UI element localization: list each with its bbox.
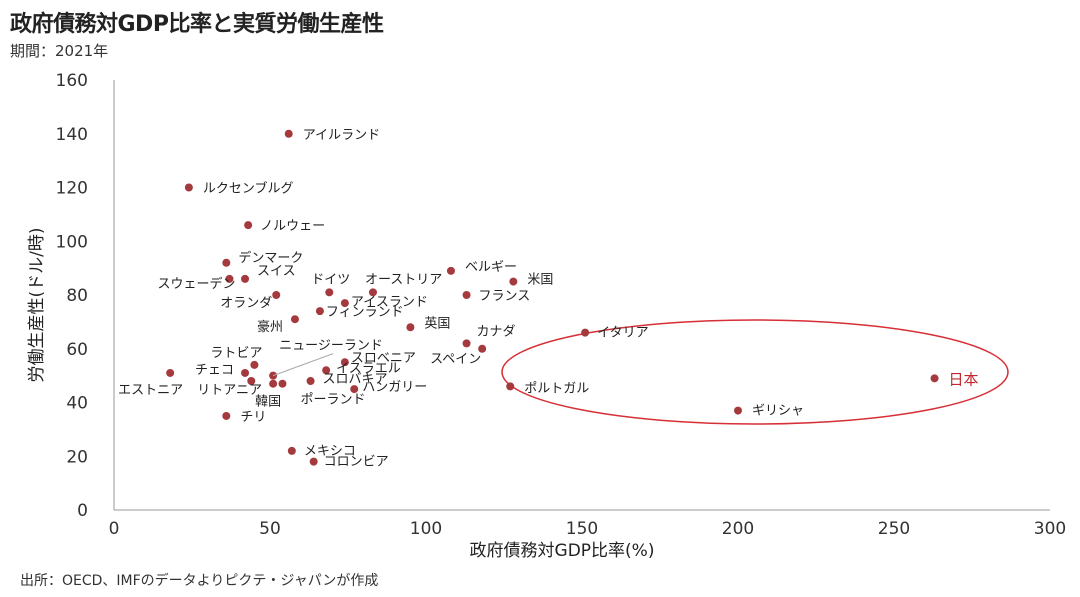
data-point xyxy=(241,274,250,283)
data-point xyxy=(315,307,324,316)
data-label: カナダ xyxy=(477,324,516,339)
data-point xyxy=(325,288,334,297)
x-tick-label: 100 xyxy=(410,519,442,539)
data-points xyxy=(166,129,939,466)
chart-subtitle: 期間：2021年 xyxy=(10,42,109,60)
data-label: チェコ xyxy=(195,363,234,378)
x-tick-label: 50 xyxy=(259,519,281,539)
data-label: ルクセンブルグ xyxy=(203,181,294,197)
data-point xyxy=(930,374,939,383)
data-label: アイスランド xyxy=(351,295,428,310)
data-label: エストニア xyxy=(118,383,183,398)
data-label: リトアニア xyxy=(197,383,262,398)
x-axis-title: 政府債務対GDP比率(%) xyxy=(470,541,655,561)
data-label: イタリア xyxy=(597,326,648,341)
data-label: アイルランド xyxy=(303,128,380,143)
data-point xyxy=(269,379,278,388)
y-tick-label: 120 xyxy=(56,179,88,199)
y-tick-label: 40 xyxy=(66,394,88,414)
data-label: ポーランド xyxy=(300,393,365,408)
x-tick-label: 200 xyxy=(722,519,754,539)
data-point xyxy=(340,299,349,308)
y-axis-title: 労働生産性(ドル/時) xyxy=(27,228,47,383)
data-label: ハンガリー xyxy=(362,380,427,395)
data-label: ノルウェー xyxy=(260,219,325,234)
data-label: 豪州 xyxy=(257,319,283,335)
data-label: ドイツ xyxy=(311,272,350,287)
x-tick-label: 300 xyxy=(1034,519,1066,539)
data-point xyxy=(506,382,515,391)
data-point xyxy=(222,411,231,420)
data-label: 英国 xyxy=(424,316,450,331)
data-label: スイス xyxy=(257,264,296,279)
data-point xyxy=(225,274,234,283)
data-label: スロベニア xyxy=(351,351,416,366)
data-point xyxy=(287,446,296,455)
data-point xyxy=(250,360,259,369)
data-label: ベルギー xyxy=(465,260,517,275)
data-point xyxy=(734,406,742,415)
data-point xyxy=(244,221,253,230)
chart-title: 政府債務対GDP比率と実質労働生産性 xyxy=(10,12,384,37)
data-point xyxy=(184,183,193,192)
data-label: デンマーク xyxy=(238,250,303,266)
data-label: チリ xyxy=(240,410,266,425)
data-point xyxy=(166,368,175,377)
x-tick-label: 0 xyxy=(109,519,120,539)
data-point xyxy=(278,379,287,388)
data-point xyxy=(446,266,455,275)
data-point xyxy=(462,291,471,299)
data-point xyxy=(290,315,299,324)
y-tick-label: 0 xyxy=(77,501,88,521)
y-tick-label: 100 xyxy=(56,232,88,252)
data-point xyxy=(322,366,331,375)
y-tick-label: 20 xyxy=(66,447,88,467)
data-point xyxy=(340,358,349,367)
data-label: 韓国 xyxy=(255,395,281,410)
source-note: 出所：OECD、IMFのデータよりピクテ・ジャパンが作成 xyxy=(20,573,379,589)
data-point xyxy=(350,385,359,394)
data-point xyxy=(581,328,590,337)
y-tick-label: 80 xyxy=(66,286,88,306)
data-point xyxy=(241,368,250,377)
x-tick-label: 250 xyxy=(878,519,910,539)
data-label: ギリシャ xyxy=(752,404,804,419)
data-point xyxy=(222,258,231,267)
data-label: スペイン xyxy=(430,352,481,367)
chart-axes: 0 20 40 60 80 100 120 140 160 0 50 100 150 200 250 300 政… xyxy=(27,71,1066,561)
data-point xyxy=(478,344,487,353)
data-label: ラトビア xyxy=(210,346,262,361)
data-point xyxy=(368,288,377,297)
data-label: 米国 xyxy=(527,273,553,288)
data-label: イスラエル xyxy=(336,361,401,376)
data-point xyxy=(309,457,318,466)
data-point xyxy=(247,377,256,385)
y-tick-label: 140 xyxy=(56,125,88,145)
data-point xyxy=(306,377,315,385)
x-tick-label: 150 xyxy=(566,519,598,539)
data-point xyxy=(272,291,281,299)
data-label: スウェーデン xyxy=(157,276,235,292)
data-point xyxy=(406,323,415,332)
highlight-ellipse xyxy=(501,319,1009,425)
data-label: フランス xyxy=(479,289,531,304)
data-label: メキシコ xyxy=(304,444,356,459)
y-tick-label: 60 xyxy=(66,340,88,360)
y-tick-label: 160 xyxy=(56,71,88,91)
leader-line xyxy=(272,353,334,377)
data-label: ポルトガル xyxy=(524,381,589,396)
data-label: フィンランド xyxy=(326,305,404,320)
data-label: コロンビア xyxy=(324,455,389,470)
data-point xyxy=(509,277,518,286)
data-point xyxy=(284,129,293,138)
data-label: 日本 xyxy=(949,370,979,388)
data-label: オランダ xyxy=(220,296,272,311)
data-label: スロバキア xyxy=(323,372,388,387)
data-point xyxy=(462,339,471,348)
data-label: ニュージーランド xyxy=(279,339,383,354)
data-label: オーストリア xyxy=(365,272,442,287)
highlight-ellipse-layer xyxy=(501,319,1009,425)
